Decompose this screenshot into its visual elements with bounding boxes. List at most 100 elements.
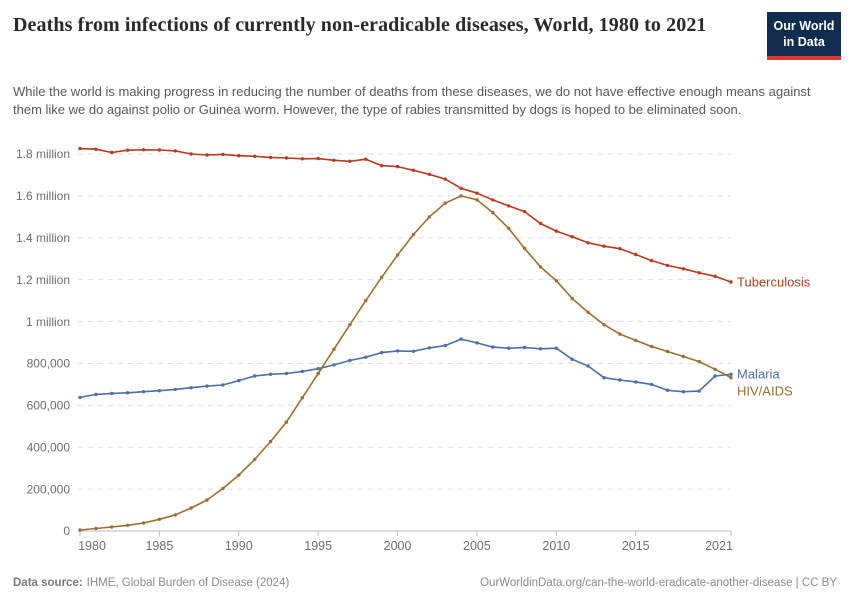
- data-point-hiv-aids: [459, 194, 463, 198]
- y-tick-label: 1 million: [26, 315, 70, 329]
- data-point-malaria: [507, 346, 511, 350]
- series-label-malaria[interactable]: Malaria: [737, 366, 780, 381]
- data-point-hiv-aids: [427, 215, 431, 219]
- data-point-tuberculosis: [316, 156, 320, 161]
- data-point-malaria: [554, 346, 558, 350]
- data-point-hiv-aids: [300, 396, 304, 400]
- data-point-malaria: [94, 392, 98, 397]
- data-point-tuberculosis: [300, 157, 304, 161]
- data-point-hiv-aids: [157, 517, 162, 521]
- x-tick-label: 2005: [463, 539, 491, 553]
- data-point-hiv-aids: [125, 523, 130, 527]
- x-tick-label: 2015: [622, 539, 650, 553]
- data-point-tuberculosis: [681, 267, 686, 271]
- data-point-malaria: [649, 382, 654, 387]
- data-point-malaria: [522, 345, 527, 350]
- data-point-tuberculosis: [348, 159, 352, 163]
- footer-license-link[interactable]: OurWorldinData.org/can-the-world-eradica…: [480, 577, 837, 589]
- chart-footer: Data source: IHME, Global Burden of Disea…: [13, 577, 837, 589]
- line-chart: 1.8 million 1.6 million 1.4 million 1.2 mil…: [16, 146, 811, 553]
- data-point-tuberculosis: [395, 164, 400, 169]
- x-tick-label: 1980: [78, 539, 106, 553]
- x-tick-label: 1985: [145, 539, 173, 553]
- data-point-hiv-aids: [189, 506, 193, 510]
- owid-logo[interactable]: Our World in Data: [767, 12, 841, 61]
- data-point-tuberculosis: [189, 152, 193, 156]
- data-point-tuberculosis: [221, 152, 225, 157]
- data-point-hiv-aids: [332, 347, 336, 351]
- y-tick-label: 1.6 million: [16, 189, 70, 203]
- data-point-hiv-aids: [237, 473, 241, 477]
- data-point-hiv-aids: [475, 198, 479, 202]
- data-point-malaria: [348, 358, 352, 363]
- data-point-tuberculosis: [665, 263, 670, 268]
- data-point-malaria: [380, 350, 384, 355]
- data-source-text: IHME, Global Burden of Disease (2024): [86, 577, 290, 589]
- data-point-hiv-aids: [586, 310, 590, 314]
- data-point-malaria: [538, 347, 543, 351]
- data-point-tuberculosis: [507, 204, 511, 208]
- data-point-tuberculosis: [78, 146, 82, 151]
- data-point-tuberculosis: [491, 198, 495, 202]
- data-point-malaria: [491, 345, 495, 349]
- data-point-tuberculosis: [475, 191, 479, 195]
- data-point-hiv-aids: [507, 226, 511, 231]
- data-point-tuberculosis: [141, 148, 146, 152]
- data-point-malaria: [205, 384, 209, 388]
- data-point-hiv-aids: [618, 332, 622, 336]
- data-point-hiv-aids: [538, 265, 543, 269]
- data-point-malaria: [300, 369, 304, 374]
- series-line-hiv-aids[interactable]: [79, 195, 732, 531]
- data-point-malaria: [443, 343, 447, 348]
- series-label-hiv-aids[interactable]: HIV/AIDS: [737, 384, 793, 399]
- data-point-hiv-aids: [395, 253, 400, 257]
- data-point-malaria: [586, 364, 590, 368]
- data-point-hiv-aids: [364, 298, 368, 303]
- data-point-tuberculosis: [634, 252, 638, 257]
- data-point-hiv-aids: [316, 371, 320, 376]
- chart-subtitle: While the world is making progress in re…: [13, 84, 811, 118]
- data-point-hiv-aids: [141, 521, 146, 525]
- data-point-hiv-aids: [268, 439, 273, 444]
- data-point-hiv-aids: [602, 323, 606, 327]
- data-point-hiv-aids: [253, 457, 257, 462]
- data-point-hiv-aids: [522, 246, 527, 251]
- data-point-tuberculosis: [443, 177, 447, 181]
- data-point-hiv-aids: [348, 323, 352, 327]
- data-point-tuberculosis: [713, 274, 717, 278]
- data-point-hiv-aids: [634, 338, 638, 343]
- data-point-hiv-aids: [729, 376, 733, 380]
- data-point-malaria: [189, 386, 193, 390]
- data-point-malaria: [411, 349, 416, 353]
- data-point-hiv-aids: [491, 210, 495, 215]
- data-point-tuberculosis: [364, 157, 368, 161]
- series-line-malaria[interactable]: [79, 338, 732, 399]
- data-point-hiv-aids: [649, 344, 654, 349]
- data-point-tuberculosis: [157, 148, 162, 152]
- data-point-hiv-aids: [411, 232, 416, 237]
- data-point-tuberculosis: [268, 155, 273, 160]
- data-point-malaria: [729, 372, 733, 376]
- y-tick-label: 1.8 million: [16, 147, 70, 161]
- data-point-malaria: [681, 390, 686, 394]
- data-point-malaria: [316, 367, 320, 371]
- data-point-malaria: [78, 395, 82, 400]
- series-label-tuberculosis[interactable]: Tuberculosis: [737, 274, 811, 289]
- data-point-tuberculosis: [332, 158, 336, 162]
- data-point-tuberculosis: [284, 156, 289, 160]
- data-point-hiv-aids: [78, 528, 82, 532]
- data-point-malaria: [618, 378, 622, 382]
- data-point-tuberculosis: [522, 209, 527, 214]
- x-tick-label: 2010: [542, 539, 570, 553]
- data-point-hiv-aids: [205, 498, 209, 502]
- data-point-hiv-aids: [554, 279, 558, 283]
- data-point-malaria: [427, 346, 431, 350]
- series-line-tuberculosis[interactable]: [79, 147, 732, 283]
- data-point-tuberculosis: [618, 247, 622, 251]
- data-point-malaria: [634, 380, 638, 384]
- data-point-hiv-aids: [681, 354, 686, 359]
- data-point-malaria: [141, 390, 146, 394]
- data-point-tuberculosis: [411, 168, 416, 172]
- data-point-malaria: [713, 374, 717, 378]
- data-point-hiv-aids: [713, 367, 717, 371]
